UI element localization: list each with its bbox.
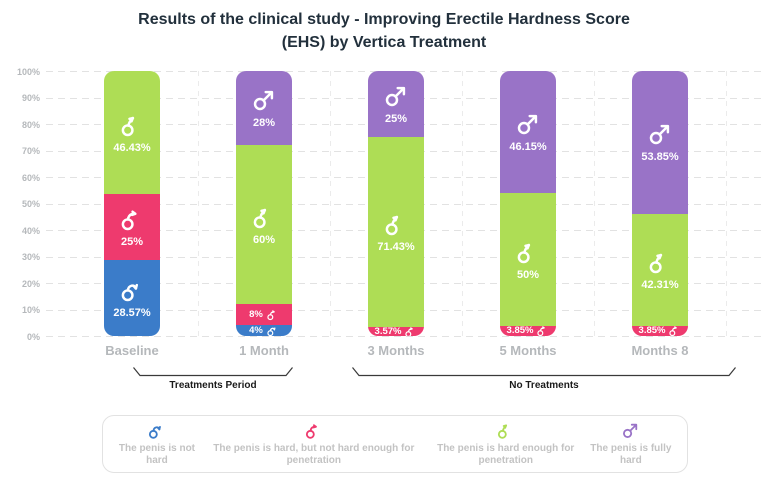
y-axis-tick: 30% xyxy=(21,252,40,262)
segment-value: 53.85% xyxy=(641,151,679,164)
period-bracket xyxy=(133,367,293,377)
bar-segment-semi_hard[interactable]: 3.85% xyxy=(500,325,556,336)
segment-value: 42.31% xyxy=(641,278,679,291)
bar-segment-hard_enough[interactable]: 46.43% xyxy=(104,71,160,194)
mars-up-icon xyxy=(517,114,538,135)
y-axis-tick: 10% xyxy=(21,305,40,315)
stacked-bar: 46.15% 50% 3.85% xyxy=(500,71,556,336)
segment-value: 3.85% xyxy=(506,325,534,336)
chart-title-line1: Results of the clinical study - Improvin… xyxy=(138,11,630,28)
gridline-y xyxy=(46,336,764,337)
gridline-x xyxy=(330,71,331,336)
bar-segment-hard_enough[interactable]: 50% xyxy=(500,193,556,326)
legend-item-fully_hard: The penis is fully hard xyxy=(585,421,677,468)
bar-segment-hard_enough[interactable]: 42.31% xyxy=(632,213,688,326)
segment-value: 25% xyxy=(384,113,408,126)
mars-down-icon xyxy=(121,284,139,302)
legend-box: The penis is not hard The penis is hard, … xyxy=(102,415,688,473)
mars-curve-icon xyxy=(669,326,678,336)
y-axis-tick: 40% xyxy=(21,225,40,236)
period-bracket xyxy=(352,367,736,377)
bar-segment-not_hard[interactable]: 4% xyxy=(236,325,292,336)
stacked-bar: 46.43% 25% 28.57% xyxy=(104,71,160,336)
chart-title: Results of the clinical study - Improvin… xyxy=(0,8,768,54)
mars-bent-icon xyxy=(649,253,663,273)
bar-segment-fully_hard[interactable]: 25% xyxy=(368,71,424,138)
segment-value: 50% xyxy=(516,268,540,281)
mars-curve-icon xyxy=(405,327,414,336)
segment-value: 28.57% xyxy=(113,307,151,320)
mars-bent-icon xyxy=(517,243,531,263)
bar-segment-fully_hard[interactable]: 28% xyxy=(236,71,292,146)
mars-curve-icon xyxy=(537,326,546,336)
segment-value: 71.43% xyxy=(377,240,415,253)
mars-up-icon xyxy=(253,90,274,111)
y-axis-tick: 100% xyxy=(16,66,40,77)
bar-segment-not_hard[interactable]: 28.57% xyxy=(104,260,160,336)
segment-value: 28% xyxy=(252,117,276,130)
period-label: Treatments Period xyxy=(169,380,257,391)
bar-segment-fully_hard[interactable]: 46.15% xyxy=(500,71,556,194)
bar-segment-semi_hard[interactable]: 8% xyxy=(236,304,292,326)
legend-item-label: The penis is hard, but not hard enough f… xyxy=(213,442,415,467)
segment-value: 3.57% xyxy=(374,325,402,336)
segment-value: 46.43% xyxy=(113,141,151,154)
legend-item-semi_hard: The penis is hard, but not hard enough f… xyxy=(201,421,427,468)
x-axis-label: 1 Month xyxy=(239,343,289,358)
mars-down-icon xyxy=(267,327,276,336)
mars-up-icon xyxy=(623,423,638,438)
bar-segment-semi_hard[interactable]: 3.57% xyxy=(368,327,424,336)
gridline-x xyxy=(594,71,595,336)
period-label: No Treatments xyxy=(509,380,579,391)
mars-bent-icon xyxy=(498,424,508,439)
bar-segment-semi_hard[interactable]: 25% xyxy=(104,194,160,261)
x-axis-label: 5 Months xyxy=(499,343,557,358)
segment-value: 46.15% xyxy=(509,141,547,154)
x-axis-label: Baseline xyxy=(105,343,159,358)
gridline-x xyxy=(462,71,463,336)
stacked-bar: 53.85% 42.31% 3.85% xyxy=(632,71,688,336)
y-axis-tick: 50% xyxy=(21,199,40,209)
bar-segment-hard_enough[interactable]: 71.43% xyxy=(368,137,424,327)
mars-up-icon xyxy=(385,86,406,107)
segment-value: 3.85% xyxy=(638,325,666,336)
mars-bent-icon xyxy=(121,116,135,136)
segment-value: 60% xyxy=(252,233,276,246)
y-axis-tick: 0% xyxy=(26,331,40,342)
legend-item-label: The penis is not hard xyxy=(118,442,196,467)
chart-title-line2: (EHS) by Vertica Treatment xyxy=(281,34,487,52)
mars-curve-icon xyxy=(267,310,275,321)
segment-value: 25% xyxy=(120,236,144,249)
gridline-x xyxy=(726,71,727,336)
y-axis-tick: 90% xyxy=(21,93,40,103)
x-axis-label: 3 Months xyxy=(367,343,425,358)
x-axis-label: Months 8 xyxy=(631,343,689,358)
gridline-x xyxy=(198,71,199,336)
legend-item-label: The penis is hard enough for penetration xyxy=(437,442,575,467)
mars-curve-icon xyxy=(306,423,318,439)
segment-value: 8% xyxy=(249,309,263,321)
mars-bent-icon xyxy=(253,208,267,228)
legend-item-hard_enough: The penis is hard enough for penetration xyxy=(427,421,585,468)
y-axis-tick: 70% xyxy=(21,146,40,156)
bar-segment-semi_hard[interactable]: 3.85% xyxy=(632,325,688,336)
legend-item-not_hard: The penis is not hard xyxy=(113,421,201,468)
mars-curve-icon xyxy=(121,210,137,231)
mars-down-icon xyxy=(149,425,162,439)
y-axis-tick: 60% xyxy=(21,172,40,183)
y-axis-tick: 80% xyxy=(21,119,40,130)
mars-bent-icon xyxy=(385,215,399,236)
bar-segment-fully_hard[interactable]: 53.85% xyxy=(632,71,688,214)
stacked-bar: 28% 60% 8% 4% xyxy=(236,71,292,336)
segment-value: 4% xyxy=(249,324,263,336)
mars-up-icon xyxy=(649,125,670,145)
bar-segment-hard_enough[interactable]: 60% xyxy=(236,145,292,305)
y-axis-tick: 20% xyxy=(21,278,40,289)
legend-item-label: The penis is fully hard xyxy=(590,442,672,467)
stacked-bar: 25% 71.43% 3.57% xyxy=(368,71,424,336)
